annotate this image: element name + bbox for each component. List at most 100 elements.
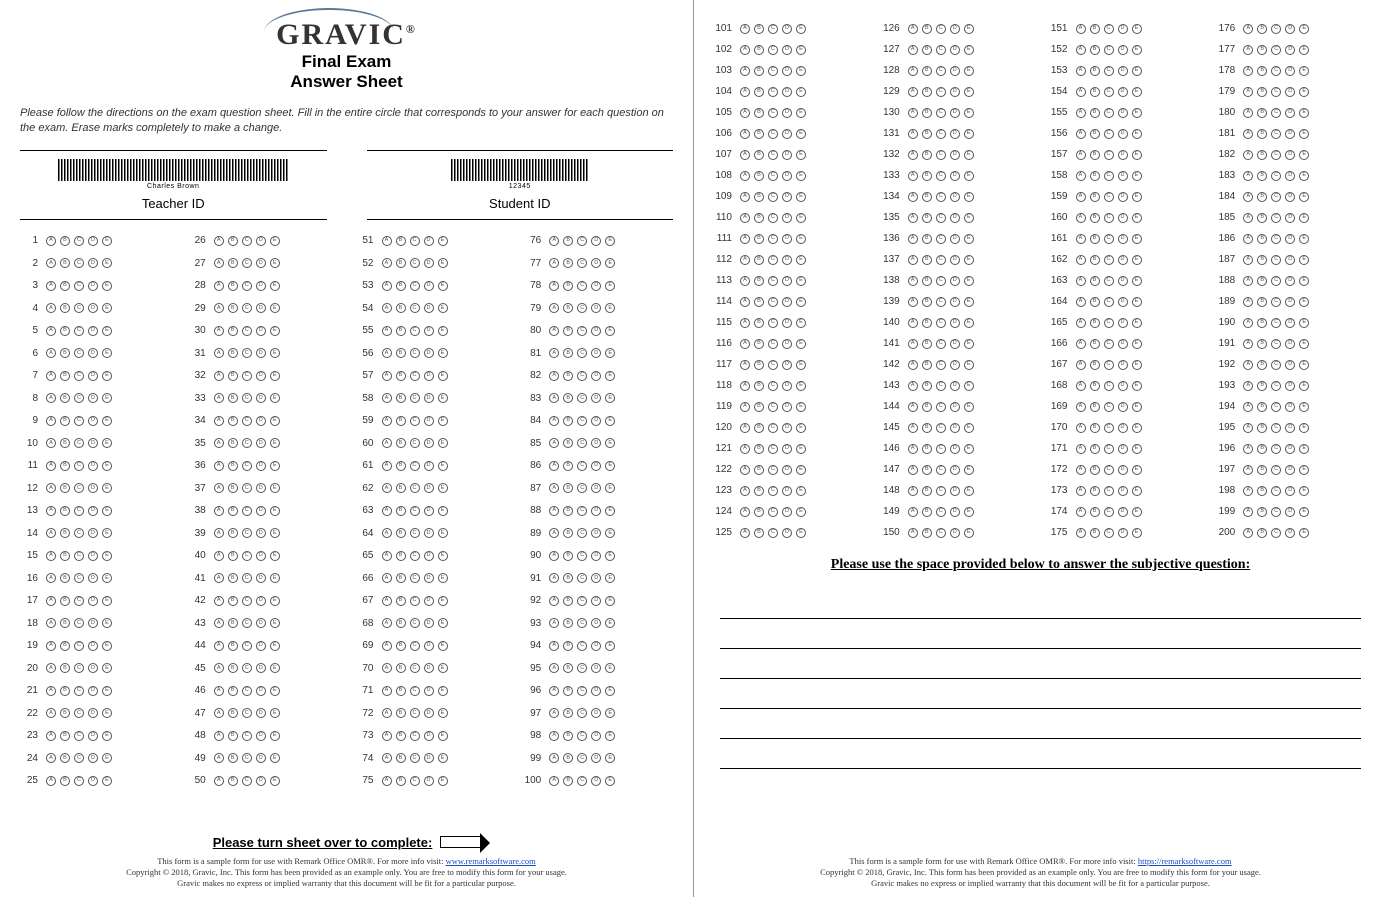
answer-bubble-e[interactable]: E [605,506,615,516]
answer-bubble-a[interactable]: A [1243,528,1253,538]
answer-bubble-b[interactable]: B [1257,486,1267,496]
answer-bubble-c[interactable]: C [768,24,778,34]
answer-bubble-e[interactable]: E [438,641,448,651]
answer-bubble-d[interactable]: D [782,24,792,34]
answer-bubble-d[interactable]: D [1118,171,1128,181]
answer-bubble-b[interactable]: B [1090,171,1100,181]
answer-bubble-b[interactable]: B [1090,192,1100,202]
answer-bubble-b[interactable]: B [60,326,70,336]
answer-bubble-c[interactable]: C [1104,45,1114,55]
answer-bubble-d[interactable]: D [1118,465,1128,475]
answer-bubble-b[interactable]: B [1090,108,1100,118]
answer-bubble-d[interactable]: D [591,573,601,583]
answer-bubble-d[interactable]: D [88,686,98,696]
answer-bubble-e[interactable]: E [270,236,280,246]
answer-bubble-e[interactable]: E [270,753,280,763]
answer-bubble-b[interactable]: B [922,339,932,349]
answer-bubble-c[interactable]: C [768,360,778,370]
answer-bubble-e[interactable]: E [1299,255,1309,265]
answer-bubble-b[interactable]: B [228,348,238,358]
answer-bubble-e[interactable]: E [102,236,112,246]
answer-bubble-b[interactable]: B [563,551,573,561]
answer-bubble-e[interactable]: E [1132,339,1142,349]
answer-bubble-c[interactable]: C [577,483,587,493]
answer-bubble-d[interactable]: D [88,303,98,313]
answer-bubble-e[interactable]: E [796,465,806,475]
answer-bubble-b[interactable]: B [1090,213,1100,223]
answer-bubble-c[interactable]: C [936,150,946,160]
answer-bubble-a[interactable]: A [908,255,918,265]
answer-bubble-b[interactable]: B [60,573,70,583]
answer-bubble-b[interactable]: B [922,318,932,328]
answer-bubble-c[interactable]: C [577,551,587,561]
answer-bubble-c[interactable]: C [768,339,778,349]
answer-bubble-e[interactable]: E [102,663,112,673]
answer-bubble-d[interactable]: D [88,641,98,651]
answer-bubble-e[interactable]: E [1132,297,1142,307]
answer-bubble-c[interactable]: C [242,416,252,426]
answer-bubble-e[interactable]: E [605,753,615,763]
answer-bubble-c[interactable]: C [242,371,252,381]
answer-bubble-e[interactable]: E [438,596,448,606]
answer-bubble-b[interactable]: B [60,438,70,448]
answer-bubble-b[interactable]: B [60,281,70,291]
answer-bubble-d[interactable]: D [782,423,792,433]
answer-bubble-e[interactable]: E [605,303,615,313]
answer-bubble-c[interactable]: C [1271,66,1281,76]
answer-bubble-e[interactable]: E [102,776,112,786]
answer-bubble-d[interactable]: D [88,708,98,718]
answer-bubble-d[interactable]: D [591,731,601,741]
answer-bubble-e[interactable]: E [964,444,974,454]
answer-bubble-d[interactable]: D [782,486,792,496]
answer-bubble-d[interactable]: D [782,150,792,160]
answer-bubble-e[interactable]: E [605,416,615,426]
answer-bubble-a[interactable]: A [1076,423,1086,433]
answer-bubble-d[interactable]: D [424,776,434,786]
answer-bubble-a[interactable]: A [214,506,224,516]
answer-bubble-e[interactable]: E [1132,276,1142,286]
answer-bubble-e[interactable]: E [964,318,974,328]
answer-bubble-b[interactable]: B [396,281,406,291]
answer-bubble-b[interactable]: B [563,348,573,358]
answer-bubble-a[interactable]: A [1076,276,1086,286]
answer-bubble-b[interactable]: B [754,318,764,328]
answer-bubble-d[interactable]: D [88,506,98,516]
answer-bubble-d[interactable]: D [591,506,601,516]
answer-bubble-e[interactable]: E [1299,486,1309,496]
answer-bubble-d[interactable]: D [1118,255,1128,265]
answer-bubble-e[interactable]: E [270,663,280,673]
answer-bubble-c[interactable]: C [410,393,420,403]
answer-bubble-d[interactable]: D [591,236,601,246]
answer-bubble-b[interactable]: B [754,276,764,286]
answer-bubble-d[interactable]: D [782,66,792,76]
answer-bubble-a[interactable]: A [1076,171,1086,181]
answer-bubble-a[interactable]: A [382,776,392,786]
answer-bubble-e[interactable]: E [1132,45,1142,55]
answer-bubble-b[interactable]: B [1257,339,1267,349]
answer-bubble-c[interactable]: C [936,276,946,286]
answer-bubble-e[interactable]: E [1299,402,1309,412]
answer-bubble-e[interactable]: E [964,129,974,139]
answer-bubble-b[interactable]: B [922,213,932,223]
answer-bubble-b[interactable]: B [922,255,932,265]
answer-bubble-a[interactable]: A [908,528,918,538]
answer-bubble-b[interactable]: B [922,87,932,97]
answer-bubble-a[interactable]: A [46,393,56,403]
footer-link[interactable]: www.remarksoftware.com [446,856,536,866]
answer-bubble-a[interactable]: A [1243,24,1253,34]
answer-bubble-d[interactable]: D [1285,423,1295,433]
answer-bubble-d[interactable]: D [1285,150,1295,160]
answer-bubble-e[interactable]: E [1299,507,1309,517]
answer-bubble-a[interactable]: A [1076,465,1086,475]
answer-bubble-c[interactable]: C [1271,465,1281,475]
answer-bubble-e[interactable]: E [1299,318,1309,328]
answer-bubble-e[interactable]: E [605,641,615,651]
answer-bubble-b[interactable]: B [563,438,573,448]
answer-bubble-b[interactable]: B [754,465,764,475]
answer-bubble-d[interactable]: D [591,258,601,268]
answer-bubble-b[interactable]: B [1257,213,1267,223]
answer-bubble-b[interactable]: B [754,234,764,244]
answer-bubble-d[interactable]: D [1118,318,1128,328]
answer-bubble-b[interactable]: B [228,641,238,651]
answer-bubble-b[interactable]: B [228,573,238,583]
